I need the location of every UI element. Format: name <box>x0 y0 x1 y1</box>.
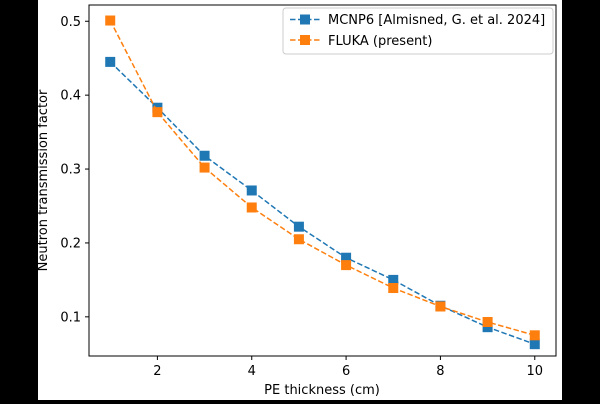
data-point-mcnp6 <box>482 322 493 333</box>
y-tick-label: 0.1 <box>60 310 81 325</box>
y-tick-label: 0.4 <box>60 89 81 104</box>
data-point-mcnp6 <box>199 150 210 161</box>
data-point-fluka <box>482 317 493 328</box>
data-point-fluka <box>435 301 446 312</box>
legend-label-fluka: FLUKA (present) <box>328 34 432 49</box>
y-tick-label: 0.2 <box>60 236 81 251</box>
data-point-mcnp6 <box>105 56 116 67</box>
data-point-mcnp6 <box>293 221 304 232</box>
plot-area-frame <box>88 4 557 357</box>
data-point-fluka <box>246 202 257 213</box>
y-tick-label: 0.5 <box>60 15 81 30</box>
x-axis-ticks: 2 4 6 8 10 <box>153 356 543 379</box>
data-point-fluka <box>105 15 116 26</box>
x-tick-label: 6 <box>342 364 350 379</box>
data-point-fluka <box>293 234 304 245</box>
data-point-fluka <box>152 107 163 118</box>
data-point-mcnp6 <box>341 252 352 263</box>
series-fluka <box>105 15 540 341</box>
data-point-fluka <box>529 330 540 341</box>
legend-marker-mcnp6 <box>300 14 310 25</box>
data-point-mcnp6 <box>529 339 540 350</box>
data-point-fluka <box>388 283 399 294</box>
data-point-mcnp6 <box>246 185 257 196</box>
x-tick-label: 10 <box>526 364 543 379</box>
data-point-mcnp6 <box>388 274 399 285</box>
x-tick-label: 2 <box>153 364 161 379</box>
data-point-fluka <box>199 162 210 173</box>
x-tick-label: 8 <box>436 364 444 379</box>
y-axis-ticks: 0.1 0.2 0.3 0.4 0.5 <box>60 15 89 325</box>
legend-marker-fluka <box>300 35 310 45</box>
data-point-fluka <box>341 260 352 271</box>
series-line-mcnp6 <box>109 61 536 345</box>
x-tick-label: 4 <box>248 364 256 379</box>
x-axis-label: PE thickness (cm) <box>264 383 380 398</box>
chart-background <box>38 0 562 400</box>
y-axis-label: Neutron transmission factor <box>36 89 51 271</box>
legend-label-mcnp6: MCNP6 [Almisned, G. et al. 2024] <box>328 13 545 28</box>
legend: MCNP6 [Almisned, G. et al. 2024] FLUKA (… <box>282 7 554 55</box>
y-tick-label: 0.3 <box>60 163 81 178</box>
legend-box <box>282 7 554 55</box>
series-line-fluka <box>109 20 535 337</box>
data-series <box>105 15 540 350</box>
